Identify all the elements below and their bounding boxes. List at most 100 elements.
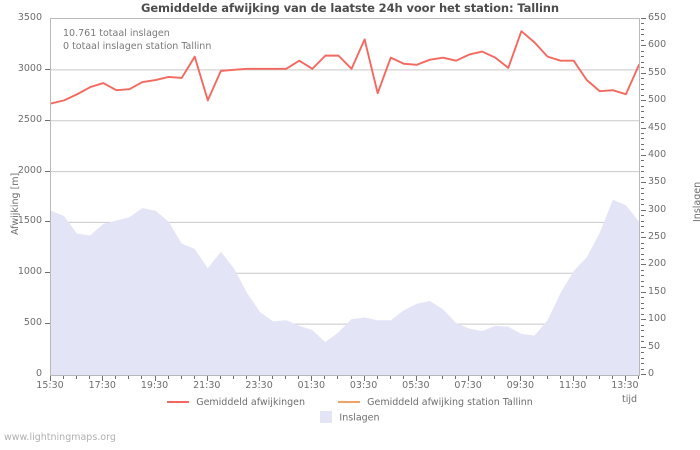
y-axis-right-minor-tick <box>641 78 644 80</box>
x-axis-tick <box>572 375 574 381</box>
x-axis-minor-tick <box>193 375 195 379</box>
y-axis-right-tick <box>641 346 646 348</box>
y-axis-left-tick <box>45 170 50 172</box>
x-axis-tick-label: 03:30 <box>349 380 378 391</box>
plot-canvas <box>51 30 639 375</box>
page-title: Gemiddelde afwijking van de laatste 24h … <box>141 1 559 15</box>
x-axis-minor-tick <box>63 375 65 379</box>
y-axis-left-tick <box>45 323 50 325</box>
y-axis-right-minor-tick <box>641 275 644 277</box>
x-axis-tick-label: 05:30 <box>402 380 430 391</box>
x-axis-minor-tick <box>115 375 117 379</box>
y-axis-right-minor-tick <box>641 176 644 178</box>
y-axis-right-minor-tick <box>641 335 644 337</box>
y-axis-right-tick-label: 100 <box>648 313 667 325</box>
y-axis-right-tick-label: 550 <box>648 66 667 78</box>
y-axis-right-tick-label: 450 <box>648 121 667 133</box>
y-axis-right-minor-tick <box>641 56 644 58</box>
y-axis-right-minor-tick <box>641 242 644 244</box>
x-axis-tick <box>50 375 51 381</box>
legend-row-secondary: Inslagen <box>0 407 700 426</box>
x-axis-tick <box>520 375 522 381</box>
x-axis-minor-tick <box>494 375 496 379</box>
x-axis-minor-tick <box>324 375 326 379</box>
legend-swatch-line-red <box>167 400 190 403</box>
legend-item-station-tallinn[interactable]: Gemiddeld afwijking station Tallinn <box>338 397 533 408</box>
x-axis-minor-tick <box>598 375 600 379</box>
y-axis-right-tick-label: 600 <box>648 39 667 51</box>
y-axis-right-minor-tick <box>641 143 644 145</box>
annotation-station-strikes: 0 totaal inslagen station Tallinn <box>63 41 212 52</box>
y-axis-right-minor-tick <box>641 341 644 343</box>
y-axis-right-tick <box>641 18 646 19</box>
x-axis-minor-tick <box>272 375 274 379</box>
y-axis-right-minor-tick <box>641 204 644 206</box>
y-axis-right-title: Inslagen <box>692 181 700 222</box>
x-axis-minor-tick <box>180 375 182 379</box>
y-axis-right-tick <box>641 182 646 184</box>
y-axis-right-tick <box>641 127 646 129</box>
x-axis-tick-label: 09:30 <box>506 380 535 391</box>
y-axis-right-tick-label: 500 <box>648 94 667 106</box>
y-axis-right-minor-tick <box>641 324 644 326</box>
y-axis-right-minor-tick <box>641 231 644 233</box>
y-axis-right-minor-tick <box>641 160 644 162</box>
y-axis-right-minor-tick <box>641 165 644 167</box>
x-axis-tick-label: 01:30 <box>297 380 326 391</box>
y-axis-right-minor-tick <box>641 149 644 151</box>
y-axis-right-minor-tick <box>641 94 644 96</box>
x-axis-tick <box>311 375 313 381</box>
y-axis-left-tick-label: 500 <box>23 317 42 329</box>
y-axis-right-minor-tick <box>641 330 644 332</box>
legend-item-gemiddeld-afwijkingen[interactable]: Gemiddeld afwijkingen <box>167 397 305 408</box>
x-axis-minor-tick <box>389 375 391 379</box>
y-axis-right-minor-tick <box>641 138 644 140</box>
x-axis-tick <box>363 375 365 381</box>
legend: Gemiddeld afwijkingen Gemiddeld afwijkin… <box>0 392 700 428</box>
y-axis-right-tick-label: 300 <box>648 203 667 215</box>
y-axis-right-minor-tick <box>641 220 644 222</box>
y-axis-right-minor-tick <box>641 23 644 25</box>
annotation-total-strikes: 10.761 totaal inslagen <box>63 28 170 39</box>
x-axis-tick-label: 21:30 <box>193 380 221 391</box>
x-axis-tick <box>102 375 104 381</box>
y-axis-right-minor-tick <box>641 215 644 217</box>
y-axis-right-tick-label: 50 <box>648 340 661 352</box>
x-axis-title: tijd <box>622 394 638 405</box>
legend-swatch-area-lavender <box>320 410 333 423</box>
x-axis-minor-tick <box>350 375 352 379</box>
x-axis-minor-tick <box>611 375 613 379</box>
y-axis-right-minor-tick <box>641 34 644 36</box>
legend-label-gemiddeld-afwijkingen: Gemiddeld afwijkingen <box>196 397 306 408</box>
y-axis-right-minor-tick <box>641 368 644 370</box>
y-axis-right-tick-label: 250 <box>648 231 667 243</box>
y-axis-right-tick <box>641 100 646 102</box>
x-axis-minor-tick <box>481 375 483 379</box>
legend-label-inslagen: Inslagen <box>339 412 380 423</box>
y-axis-right-minor-tick <box>641 302 644 304</box>
y-axis-right-minor-tick <box>641 50 644 52</box>
y-axis-right-tick-label: 150 <box>648 285 667 297</box>
x-axis-minor-tick <box>507 375 509 379</box>
y-axis-right-minor-tick <box>641 133 644 134</box>
y-axis-right-tick-label: 0 <box>648 368 655 379</box>
x-axis-minor-tick <box>376 375 378 379</box>
x-axis-minor-tick <box>442 375 443 379</box>
plot-area: 10.761 totaal inslagen 0 totaal inslagen… <box>50 18 640 376</box>
x-axis-minor-tick <box>167 375 169 379</box>
y-axis-right-minor-tick <box>641 258 644 260</box>
x-axis-minor-tick <box>285 375 287 379</box>
y-axis-right-minor-tick <box>641 280 644 282</box>
y-axis-right-minor-tick <box>641 363 644 365</box>
y-axis-right-tick-label: 350 <box>648 176 667 188</box>
y-axis-left-tick-label: 0 <box>35 368 42 379</box>
x-axis-minor-tick <box>89 375 91 379</box>
y-axis-right-tick <box>641 45 646 47</box>
x-axis-tick <box>415 375 417 381</box>
legend-row-primary: Gemiddeld afwijkingen Gemiddeld afwijkin… <box>0 392 700 411</box>
legend-item-inslagen[interactable]: Inslagen <box>320 410 380 424</box>
legend-swatch-line-orange <box>338 400 361 403</box>
y-axis-left-tick-label: 3500 <box>17 12 42 23</box>
y-axis-right-minor-tick <box>641 352 644 354</box>
